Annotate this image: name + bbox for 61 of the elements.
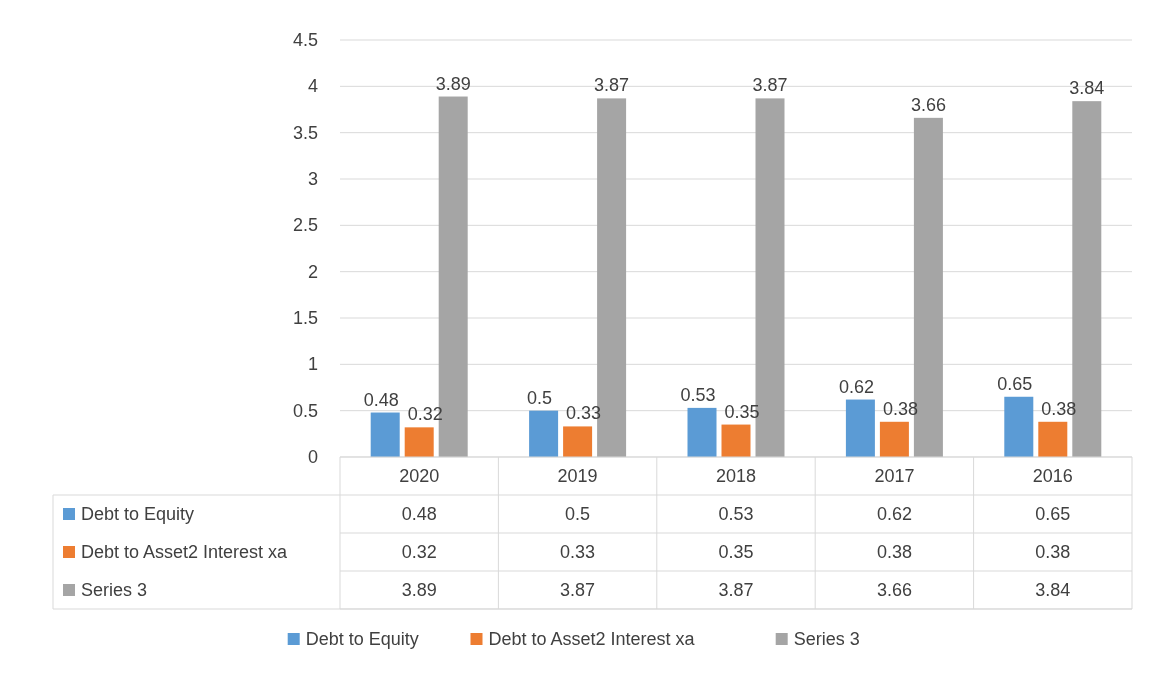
y-tick-label: 0	[307, 447, 318, 467]
data-label: 0.65	[997, 373, 1033, 394]
bar	[370, 412, 400, 457]
x-tick-label: 2017	[874, 466, 915, 486]
text: Series 3	[81, 580, 148, 600]
legend-label: Debt to Equity	[305, 629, 419, 649]
data-label: 3.66	[910, 94, 946, 115]
bar	[404, 427, 434, 457]
data-label: 0.53	[680, 384, 716, 405]
text: 3.87	[718, 580, 754, 600]
data-label: 3.84	[1069, 78, 1105, 99]
y-tick-label: 2	[307, 261, 318, 282]
text: 3.84	[1035, 580, 1071, 600]
bar	[529, 410, 559, 457]
text: Debt to Asset2 Interest xa	[488, 629, 695, 649]
y-tick-label: 4	[307, 76, 318, 97]
bar	[721, 424, 751, 457]
text: 0.48	[401, 504, 437, 524]
data-label: 0.5	[527, 387, 553, 408]
data-label: 0.32	[407, 404, 443, 425]
data-label: 0.38	[1041, 398, 1077, 419]
data-label: 3.87	[752, 75, 788, 96]
legend-label: Series 3	[793, 629, 860, 649]
x-tick-label: 2020	[399, 466, 440, 486]
text: 0.38	[1035, 542, 1071, 562]
x-tick-label: 2018	[715, 466, 757, 486]
y-tick-label: 2.5	[292, 215, 318, 236]
text: 0.5	[565, 504, 591, 524]
text: 0.33	[560, 542, 596, 562]
data-label: 0.62	[838, 376, 874, 397]
y-tick-label: 3	[307, 169, 318, 189]
data-label: 0.35	[724, 401, 760, 422]
text: 0.62	[876, 504, 912, 524]
text: 0.35	[718, 542, 754, 562]
y-tick-label: 1	[307, 354, 318, 375]
x-tick-label: 2019	[557, 466, 598, 486]
data-label: 3.87	[594, 75, 630, 96]
y-tick-label: 0.5	[292, 400, 318, 421]
bar	[845, 399, 875, 457]
text: 0.65	[1035, 504, 1071, 524]
text: 3.87	[560, 580, 596, 600]
x-tick-label: 2016	[1032, 466, 1073, 486]
bar	[879, 421, 909, 457]
text: 0.38	[876, 542, 912, 562]
bar	[1038, 421, 1068, 457]
text: 0.53	[718, 504, 754, 524]
data-label: 0.33	[566, 403, 602, 424]
text: Debt to Equity	[81, 504, 195, 524]
bar	[687, 407, 717, 457]
y-tick-label: 3.5	[292, 122, 318, 143]
text: 0.32	[401, 542, 437, 562]
y-tick-label: 4.5	[292, 30, 318, 50]
y-tick-label: 1.5	[292, 308, 318, 328]
text: 3.89	[401, 580, 437, 600]
bar	[563, 426, 593, 457]
legend-label: Debt to Asset2 Interest xa	[81, 542, 289, 562]
data-label: 0.38	[882, 398, 918, 419]
bar	[1004, 396, 1034, 457]
data-label: 0.48	[363, 389, 399, 410]
data-label: 3.89	[435, 73, 471, 94]
text: 3.66	[876, 580, 912, 600]
